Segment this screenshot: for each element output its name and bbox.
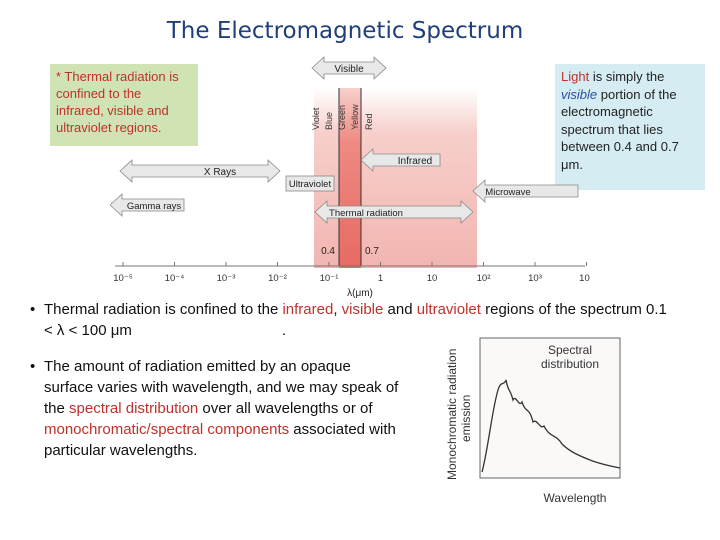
color-violet: Violet [311, 107, 321, 130]
light-note: Light is simply the visible portion of t… [555, 64, 705, 190]
axis-tick-label: 10 [427, 273, 438, 284]
xrays-label: X Rays [204, 167, 236, 178]
color-red: Red [364, 113, 374, 130]
axis-tick-label: 10² [477, 273, 491, 284]
chart-annotation-line1: Spectral [548, 343, 592, 357]
monochromatic-term: monochromatic/spectral components [44, 421, 290, 438]
infrared-arrow: Infrared [360, 148, 441, 172]
thermal-arrow: Thermal radiation [314, 200, 474, 224]
chart-ylabel-line2: emission [459, 395, 473, 442]
gamma-label: Gamma rays [127, 201, 182, 212]
color-blue: Blue [324, 112, 334, 130]
light-word: Light [561, 69, 590, 84]
axis-tick-label: 10⁻⁵ [113, 273, 133, 284]
axis-label: λ(μm) [347, 288, 373, 299]
color-yellow: Yellow [350, 104, 360, 130]
thermal-note: * Thermal radiation is confined to the i… [50, 64, 198, 146]
spectral-distribution-chart: Monochromatic radiation emission Spectra… [445, 337, 621, 505]
infrared-word: infrared [282, 301, 334, 318]
bullet-thermal-range: • Thermal radiation is confined to the in… [30, 301, 667, 339]
spectral-curve [481, 379, 621, 473]
ultraviolet-arrow: Ultraviolet [285, 175, 335, 192]
visible-arrow: Visible [311, 56, 387, 80]
axis-tick-label: 10⁻² [268, 273, 287, 284]
ultraviolet-label: Ultraviolet [289, 179, 332, 190]
chart-annotation-line2: distribution [541, 357, 599, 371]
thermal-label: Thermal radiation [329, 208, 403, 219]
marker-0-7: 0.7 [365, 246, 379, 257]
microwave-arrow: Microwave [472, 179, 579, 203]
infrared-label: Infrared [398, 156, 432, 167]
chart-plot-area [479, 337, 621, 479]
ultraviolet-word: ultraviolet [416, 301, 481, 318]
bullet-spectral-distribution: • The amount of radiation emitted by an o… [30, 358, 399, 459]
chart-ylabel-line1: Monochromatic radiation [445, 349, 459, 480]
axis-tick-label: 10⁻¹ [320, 273, 339, 284]
spectral-distribution-term: spectral distribution [69, 400, 199, 417]
axis-tick-label: 10⁴ [579, 273, 590, 284]
em-spectrum-diagram: Violet Blue Green Yellow Red Visible Inf… [110, 56, 590, 299]
page-title: The Electromagnetic Spectrum [166, 18, 524, 44]
axis-tick-label: 10⁻⁴ [165, 273, 185, 284]
bullet-dot: • [30, 301, 36, 318]
visible-colors: Violet Blue Green Yellow Red [311, 104, 374, 130]
visible-word-2: visible [341, 301, 384, 318]
axis-tick-label: 1 [378, 273, 383, 284]
microwave-label: Microwave [485, 187, 530, 198]
visible-word: visible [561, 86, 598, 102]
chart-xlabel: Wavelength [544, 491, 607, 505]
visible-strip [339, 88, 361, 268]
xrays-arrow: X Rays [119, 159, 281, 183]
axis-tick-label: 10⁻³ [217, 273, 236, 284]
gamma-arrow: Gamma rays [110, 193, 185, 217]
color-green: Green [337, 105, 347, 130]
axis-tick-label: 10³ [528, 273, 542, 284]
visible-label: Visible [334, 64, 364, 75]
bullet-dot-2: • [30, 358, 36, 375]
marker-0-4: 0.4 [321, 246, 335, 257]
axis-ticks: 10⁻⁵ 10⁻⁴ 10⁻³ 10⁻² 10⁻¹ 1 10 10² 10³ 10⁴ [113, 262, 590, 284]
